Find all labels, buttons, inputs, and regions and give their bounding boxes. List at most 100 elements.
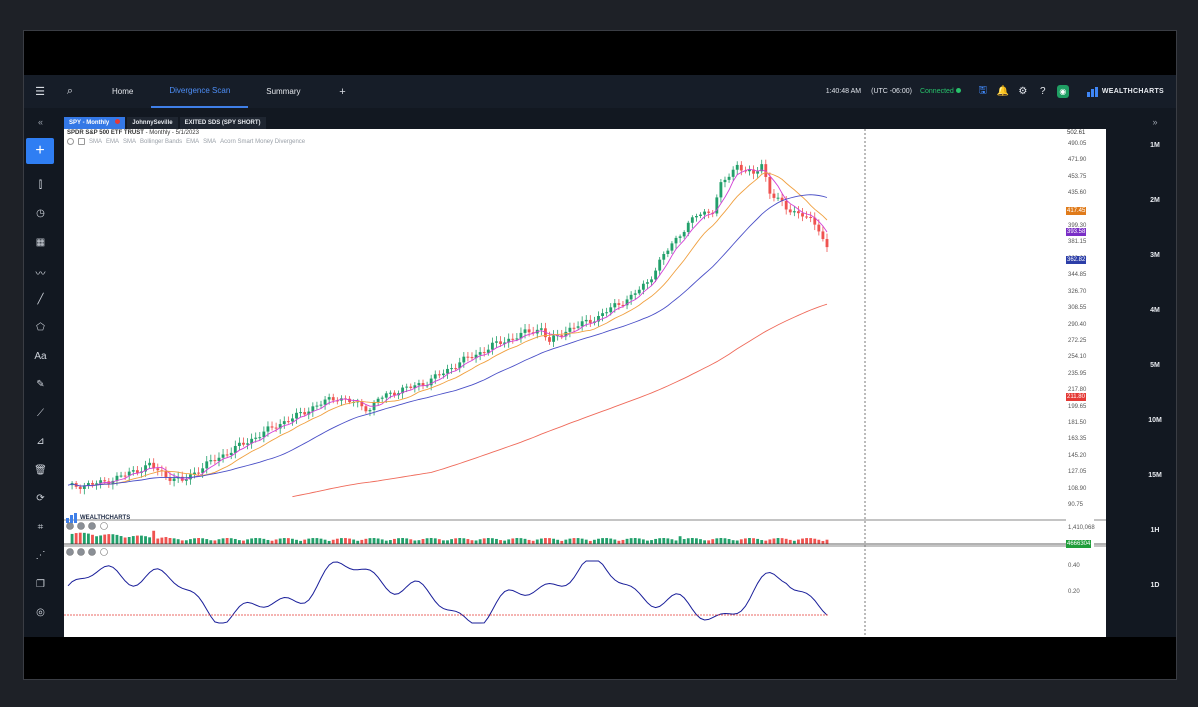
price-tag: 362.82 (1066, 256, 1087, 265)
idea-icon[interactable]: ◉ (1056, 85, 1069, 98)
candle-body (727, 176, 731, 180)
indicator-sma-1[interactable]: SMA (89, 138, 103, 145)
volume-bar (421, 539, 425, 544)
candle-body (650, 279, 653, 283)
brand-mark-icon (1086, 86, 1099, 97)
plus-icon[interactable]: + (339, 85, 346, 98)
candle-body (625, 299, 629, 306)
volume-bar (601, 538, 604, 544)
volume-bar (388, 540, 392, 544)
volume-bar (401, 538, 405, 544)
chart-area[interactable]: SPDR S&P 500 ETF TRUST - Monthly - 5/1/2… (64, 129, 1106, 637)
volume-bar (592, 539, 596, 544)
volume-bar (805, 538, 809, 544)
trash-icon[interactable]: 🗑 (34, 465, 47, 476)
measure-icon[interactable]: ⊿ (36, 436, 45, 447)
volume-bar (409, 539, 413, 544)
indicator-collapse-icon[interactable] (78, 138, 85, 145)
price-axis-label: 435.60 (1068, 190, 1087, 197)
gear-icon[interactable]: ⚙ (1018, 86, 1028, 97)
price-axis[interactable]: 490.05471.90453.75435.60399.30381.15363.… (1066, 129, 1095, 637)
volume-bar (176, 539, 180, 544)
timeframe-1h[interactable]: 1H (1150, 527, 1160, 534)
candle-body (507, 338, 511, 343)
volume-bar (344, 538, 347, 544)
tab-summary[interactable]: Summary (248, 75, 318, 108)
volume-tag: 4666304 (1066, 540, 1092, 548)
indicator-acorn[interactable]: Acorn Smart Money Divergence (220, 138, 306, 145)
price-axis-label: 290.40 (1068, 321, 1087, 328)
indicator-bollinger[interactable]: Bollinger Bands (140, 138, 183, 145)
help-icon[interactable]: ? (1040, 86, 1046, 97)
volume-bar (678, 536, 682, 544)
chart-icon[interactable]: ⌗ (37, 522, 44, 533)
volume-bar (821, 540, 825, 544)
chart-tab-johnnyseville[interactable]: JohnnySeville (127, 117, 178, 129)
volume-bar (348, 538, 351, 544)
price-chart-canvas[interactable] (64, 129, 1106, 637)
copy-icon[interactable]: ❐ (36, 579, 45, 590)
text-icon[interactable]: Aa (34, 351, 47, 362)
volume-bar (209, 540, 213, 544)
volume-bar (813, 538, 817, 544)
collapse-left-icon[interactable]: « (37, 117, 43, 127)
calendar-icon[interactable]: ▦ (35, 237, 46, 248)
timeframe-5m[interactable]: 5M (1150, 362, 1160, 369)
timeframe-10m[interactable]: 10M (1148, 417, 1162, 424)
volume-bar (254, 538, 258, 544)
volume-bar (131, 536, 135, 544)
volume-bar (246, 539, 249, 544)
hamburger-icon[interactable]: ☰ (35, 86, 45, 98)
pencil-icon[interactable]: ✎ (36, 379, 45, 390)
candle-body (111, 480, 115, 485)
chart-tab-johnnyseville-label: JohnnySeville (132, 120, 173, 126)
volume-bar (115, 534, 119, 544)
volume-bar (674, 540, 678, 544)
indicator-sma-2[interactable]: SMA (123, 138, 137, 145)
candle-body (519, 332, 523, 339)
target-icon[interactable]: ◎ (36, 607, 45, 618)
candle-body (327, 397, 331, 400)
volume-bar (743, 538, 747, 544)
indicator-settings-icon[interactable] (67, 138, 74, 145)
alert-icon[interactable]: 🔔 (996, 86, 1010, 97)
line-icon[interactable]: ╱ (37, 294, 44, 305)
timeframe-4m[interactable]: 4M (1150, 307, 1160, 314)
timeframe-1m[interactable]: 1M (1150, 142, 1160, 149)
clock-icon[interactable]: ◷ (36, 208, 45, 219)
indicator-sma-3[interactable]: SMA (203, 138, 217, 145)
price-axis-label: 217.80 (1068, 387, 1087, 394)
candle-body (678, 236, 682, 238)
volume-bar (213, 540, 217, 544)
chart-tab-spy-monthly[interactable]: SPY - Monthly (64, 117, 126, 129)
refresh-icon[interactable]: ⟳ (36, 493, 45, 504)
timeframe-2m[interactable]: 2M (1150, 197, 1160, 204)
indicator-icon[interactable]: ⫿ (38, 180, 43, 191)
candle-body (527, 329, 531, 333)
candle-body (437, 374, 441, 376)
search-icon[interactable]: ⌕ (66, 85, 74, 97)
candle-body (666, 250, 670, 254)
scatter-icon[interactable]: ⋰ (35, 550, 46, 561)
candle-body (225, 454, 229, 456)
trend-icon[interactable]: 〰 (35, 269, 46, 280)
price-axis-label: 399.30 (1068, 223, 1087, 230)
price-axis-label: 453.75 (1068, 173, 1087, 180)
tab-home[interactable]: Home (94, 75, 151, 108)
ruler-icon[interactable]: ⟋ (37, 408, 44, 419)
chart-tab-exited-sds[interactable]: EXITED SDS (SPY SHORT) (179, 117, 266, 129)
indicator-ema-2[interactable]: EMA (186, 138, 200, 145)
save-icon[interactable]: 🖫 (978, 85, 988, 96)
tab-divergence-scan[interactable]: Divergence Scan (151, 75, 249, 108)
clock-time: 1:40:48 AM (825, 88, 862, 95)
collapse-right-icon[interactable]: » (1152, 117, 1158, 127)
timeframe-15m[interactable]: 15M (1148, 472, 1162, 479)
tab-summary-label: Summary (266, 87, 301, 96)
shape-icon[interactable]: ⬠ (36, 322, 45, 333)
timeframe-3m[interactable]: 3M (1150, 252, 1160, 259)
add-drawing-button[interactable]: + (26, 138, 54, 164)
volume-bar (315, 538, 319, 544)
timeframe-1d[interactable]: 1D (1150, 582, 1160, 589)
indicator-ema-1[interactable]: EMA (106, 138, 120, 145)
pane-control-icon (88, 548, 96, 556)
